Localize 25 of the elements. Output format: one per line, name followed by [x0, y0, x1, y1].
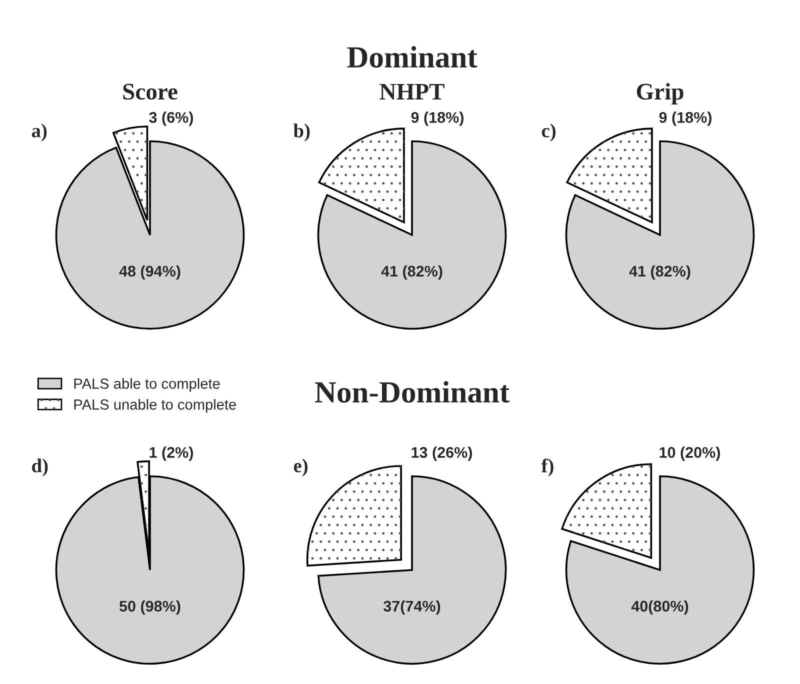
text: b): [293, 124, 310, 142]
data-label: 41 (82%): [629, 265, 690, 280]
legend-label: PALS unable to complete: [74, 399, 236, 413]
legend-label: PALS able to complete: [74, 378, 220, 392]
chart-subtitle: Dominant: [347, 46, 478, 68]
data-label: 50 (98%): [119, 600, 180, 615]
chart-title: Score: [123, 84, 178, 100]
data-label: 40(80%): [631, 600, 688, 615]
text: d): [32, 458, 48, 476]
data-label: 37(74%): [383, 600, 440, 615]
data-label: 13 (26%): [412, 446, 472, 461]
text: f): [541, 458, 554, 476]
chart-title: Grip: [636, 83, 684, 104]
data-label: 9 (18%): [411, 112, 464, 126]
text: c): [542, 124, 556, 142]
data-label: 10 (20%): [660, 446, 720, 461]
data-label: 9 (18%): [659, 112, 712, 126]
data-label: 3 (6%): [149, 112, 193, 126]
data-label: 48 (94%): [119, 265, 180, 280]
text: a): [32, 124, 47, 142]
data-label: 1 (2%): [150, 446, 193, 461]
text: e): [294, 458, 308, 476]
chart-title: NHPT: [380, 84, 444, 100]
data-label: 41 (82%): [381, 265, 442, 280]
chart-subtitle: Non-Dominant: [314, 381, 510, 403]
